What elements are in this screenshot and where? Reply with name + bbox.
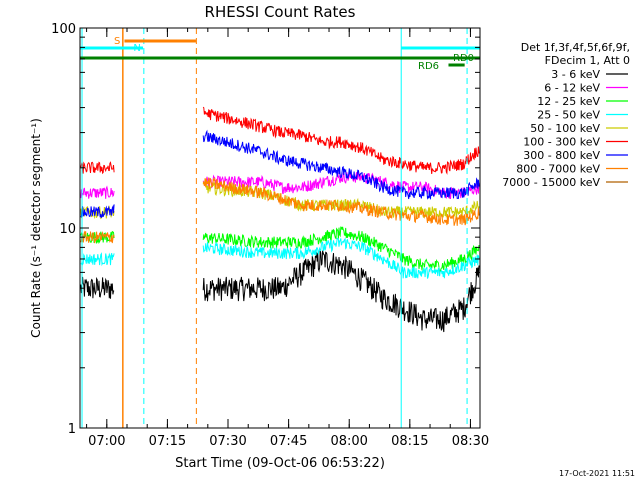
y-tick-label: 10: [59, 222, 76, 237]
data-layer: [80, 106, 480, 333]
x-tick-label: 08:15: [391, 434, 428, 449]
x-tick-label: 08:30: [452, 434, 489, 449]
axes-layer: 1 10 100 07:00 07:15 07:30 07:45 08:00 08:15 08:3…: [51, 22, 489, 449]
series-line: [80, 129, 480, 219]
y-tick-label: 1: [68, 422, 76, 437]
legend-label: 25 - 50 keV: [537, 109, 600, 122]
legend-label: 100 - 300 keV: [523, 136, 600, 149]
legend-label: 3 - 6 keV: [551, 68, 600, 81]
y-tick-label: 100: [51, 22, 76, 37]
x-axis-label: Start Time (09-Oct-06 06:53:22): [175, 456, 385, 471]
series-line: [80, 106, 480, 175]
legend-label: 12 - 25 keV: [537, 95, 600, 108]
legend-label: 800 - 7000 keV: [516, 163, 600, 176]
series-line: [80, 250, 480, 333]
series-line: [80, 237, 480, 279]
saa-label: S: [114, 36, 120, 47]
rd6-label: RD6: [418, 61, 439, 72]
rd0-label: RD0: [453, 53, 474, 64]
x-tick-label: 07:15: [149, 434, 186, 449]
legend-label: 50 - 100 keV: [530, 122, 600, 135]
x-tick-label: 07:00: [88, 434, 125, 449]
legend: Det 1f,3f,4f,5f,6f,9f, FDecim 1, Att 0 3…: [502, 41, 630, 189]
x-tick-label: 07:30: [209, 434, 246, 449]
series-line: [80, 226, 480, 273]
annotation-marks: S N RD0 RD6: [80, 28, 480, 428]
plot-frame: [79, 27, 481, 429]
legend-label: 6 - 12 keV: [544, 82, 600, 95]
legend-label: 7000 - 15000 keV: [502, 176, 600, 189]
x-tick-label: 08:00: [330, 434, 367, 449]
legend-header-line-1: Det 1f,3f,4f,5f,6f,9f,: [521, 41, 630, 54]
x-tick-label: 07:45: [270, 434, 307, 449]
night-label: N: [133, 43, 140, 54]
footer-timestamp: 17-Oct-2021 11:51: [559, 469, 635, 478]
legend-header-line-2: FDecim 1, Att 0: [545, 54, 630, 67]
series-line: [80, 176, 480, 244]
legend-label: 300 - 800 keV: [523, 149, 600, 162]
chart-title: RHESSI Count Rates: [205, 3, 356, 21]
y-axis-label: Count Rate (s⁻¹ detector segment⁻¹): [29, 118, 43, 338]
